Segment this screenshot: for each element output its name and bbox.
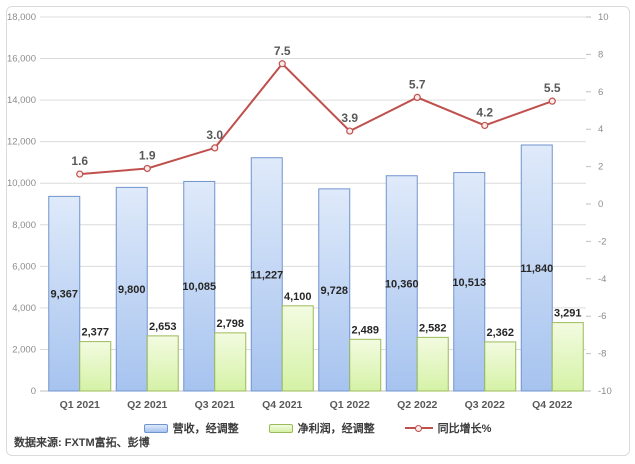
right-axis-tick-label: -2 <box>598 236 606 247</box>
bar-revenue-q2-2021[interactable] <box>115 186 148 392</box>
chart-legend: 营收，经调整 净利润，经调整 同比增长% <box>0 420 635 436</box>
category-label-q3-2022: Q3 2022 <box>465 399 505 411</box>
category-label-q4-2021: Q4 2021 <box>262 399 302 411</box>
yoy-growth-data-label: 1.6 <box>71 154 88 168</box>
category-label-q2-2021: Q2 2021 <box>127 399 167 411</box>
yoy-growth-marker[interactable] <box>278 60 286 68</box>
bar-net-profit-q1-2021[interactable] <box>79 341 112 392</box>
revenue-data-label: 9,367 <box>50 289 78 301</box>
legend-item-yoy-growth[interactable]: 同比增长% <box>404 420 492 436</box>
yoy-growth-line[interactable] <box>79 62 553 176</box>
right-axis-tick-label: 4 <box>598 124 603 135</box>
net-profit-data-label: 4,100 <box>284 291 312 303</box>
legend-label-net-profit: 净利润，经调整 <box>297 423 375 435</box>
yoy-line-marker-icon <box>404 424 433 433</box>
left-axis-tick-label: 6,000 <box>12 261 36 272</box>
right-axis-tick-label: 8 <box>598 49 603 60</box>
right-axis-tick-label: -8 <box>598 349 606 360</box>
right-axis-tick-label: 0 <box>598 199 603 210</box>
yoy-growth-data-label: 3.9 <box>341 111 358 125</box>
legend-item-net-profit[interactable]: 净利润，经调整 <box>268 420 375 436</box>
category-label-q4-2022: Q4 2022 <box>532 399 572 411</box>
bar-revenue-q1-2021[interactable] <box>48 195 81 392</box>
data-source-note: 数据来源: FXTM富拓、彭博 <box>14 437 150 449</box>
bar-revenue-q4-2021[interactable] <box>250 157 283 392</box>
yoy-growth-data-label: 3.0 <box>206 128 223 142</box>
left-axis-tick-label: 12,000 <box>7 137 36 148</box>
legend-label-yoy-growth: 同比增长% <box>437 423 492 435</box>
bar-net-profit-q2-2021[interactable] <box>146 335 179 392</box>
net-profit-data-label: 2,362 <box>486 327 514 339</box>
bar-revenue-q3-2022[interactable] <box>453 172 486 392</box>
yoy-growth-data-label: 1.9 <box>139 148 156 162</box>
bar-net-profit-q2-2022[interactable] <box>416 336 449 392</box>
bar-revenue-q3-2021[interactable] <box>183 180 216 392</box>
left-axis-tick-label: 18,000 <box>7 12 36 23</box>
legend-item-revenue[interactable]: 营收，经调整 <box>143 420 239 436</box>
net-profit-data-label: 2,653 <box>149 321 177 333</box>
yoy-growth-data-label: 4.2 <box>476 105 493 119</box>
right-axis-tick-label: -10 <box>598 386 612 397</box>
revenue-swatch-icon <box>143 423 168 433</box>
left-axis-tick-label: 8,000 <box>12 220 36 231</box>
yoy-growth-marker[interactable] <box>143 164 151 173</box>
revenue-data-label: 11,840 <box>520 263 553 275</box>
bar-net-profit-q3-2021[interactable] <box>214 332 247 392</box>
net-profit-swatch-icon <box>268 423 293 433</box>
yoy-growth-data-label: 5.7 <box>409 77 426 91</box>
left-axis-tick-label: 0 <box>31 386 36 397</box>
revenue-data-label: 9,728 <box>320 285 348 297</box>
yoy-growth-marker[interactable] <box>413 93 421 102</box>
left-axis-tick-label: 4,000 <box>12 303 36 314</box>
yoy-growth-data-label: 5.5 <box>544 81 561 95</box>
revenue-data-label: 9,800 <box>118 284 146 296</box>
left-axis-tick-label: 16,000 <box>7 54 36 65</box>
left-axis-tick-label: 14,000 <box>7 95 36 106</box>
yoy-growth-marker[interactable] <box>76 170 84 178</box>
net-profit-data-label: 2,377 <box>81 327 109 339</box>
net-profit-data-label: 2,489 <box>351 324 379 336</box>
yoy-growth-marker[interactable] <box>211 144 219 152</box>
revenue-data-label: 10,360 <box>385 278 419 290</box>
yoy-growth-marker[interactable] <box>481 121 489 130</box>
revenue-data-label: 10,085 <box>182 281 216 293</box>
revenue-data-label: 11,227 <box>250 269 283 281</box>
yoy-growth-marker[interactable] <box>548 97 556 105</box>
bar-revenue-q4-2022[interactable] <box>520 144 553 392</box>
bar-net-profit-q4-2022[interactable] <box>551 322 584 392</box>
net-profit-data-label: 2,798 <box>216 318 244 330</box>
bar-net-profit-q1-2022[interactable] <box>349 338 382 392</box>
net-profit-data-label: 3,291 <box>554 308 582 320</box>
right-axis-tick-label: 6 <box>598 87 603 98</box>
yoy-growth-data-label: 7.5 <box>274 44 291 58</box>
category-label-q2-2022: Q2 2022 <box>397 399 437 411</box>
bar-net-profit-q3-2022[interactable] <box>484 341 517 392</box>
category-label-q1-2021: Q1 2021 <box>60 399 100 411</box>
yoy-growth-marker[interactable] <box>346 127 354 135</box>
bar-revenue-q1-2022[interactable] <box>318 188 351 392</box>
right-axis-tick-label: 10 <box>598 12 609 23</box>
legend-label-revenue: 营收，经调整 <box>172 423 239 435</box>
left-axis-tick-label: 10,000 <box>7 178 36 189</box>
right-axis-tick-label: -4 <box>598 274 606 285</box>
bar-net-profit-q4-2021[interactable] <box>281 305 314 392</box>
right-axis-tick-label: -6 <box>598 311 606 322</box>
revenue-data-label: 10,513 <box>452 277 486 289</box>
right-axis-tick-label: 2 <box>598 162 603 173</box>
net-profit-data-label: 2,582 <box>419 322 447 334</box>
category-label-q1-2022: Q1 2022 <box>330 399 370 411</box>
left-axis-tick-label: 2,000 <box>12 344 36 355</box>
category-label-q3-2021: Q3 2021 <box>195 399 235 411</box>
bar-revenue-q2-2022[interactable] <box>385 175 418 392</box>
